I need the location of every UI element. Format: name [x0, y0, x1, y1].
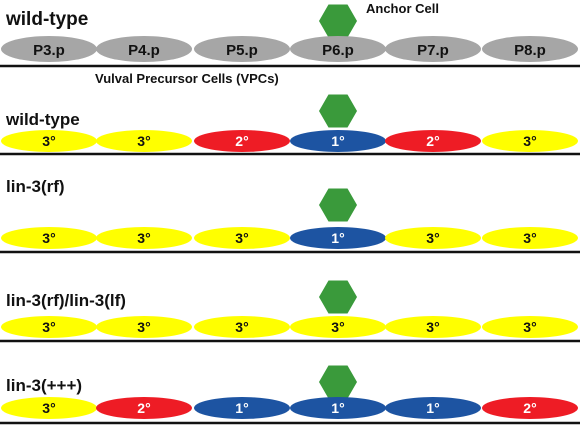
- cell-5: [385, 36, 481, 62]
- cell-4: [290, 397, 386, 419]
- cell-2: [96, 397, 192, 419]
- cell-label: 3°: [523, 133, 536, 149]
- cell-label: 3°: [42, 400, 55, 416]
- cell-label: 2°: [426, 133, 439, 149]
- cell-5: [385, 397, 481, 419]
- cell-label: 3°: [523, 230, 536, 246]
- cell-label: 1°: [331, 133, 344, 149]
- cell-4: [290, 36, 386, 62]
- cell-label: 3°: [137, 133, 150, 149]
- cell-label: 3°: [137, 319, 150, 335]
- cell-label: 1°: [426, 400, 439, 416]
- anchor-cell-icon: [319, 4, 357, 38]
- cell-5: [385, 316, 481, 338]
- anchor-cell-label: Anchor Cell: [366, 1, 439, 16]
- cell-label: 1°: [331, 230, 344, 246]
- cell-label: P3.p: [33, 42, 65, 59]
- cell-2: [96, 36, 192, 62]
- cell-6: [482, 36, 578, 62]
- cell-3: [194, 227, 290, 249]
- cell-label: P4.p: [128, 42, 160, 59]
- cell-4: [290, 130, 386, 152]
- row-4: 3° 3° 3° 3° 3° 3° lin-3(rf)/lin-3(lf): [0, 280, 580, 343]
- cell-1: [1, 130, 97, 152]
- cell-3: [194, 316, 290, 338]
- cell-6: [482, 397, 578, 419]
- anchor-cell-icon: [319, 365, 357, 399]
- anchor-cell-icon: [319, 280, 357, 314]
- row-2: 3° 3° 2° 1° 2° 3° wild-type: [0, 94, 580, 156]
- cell-6: [482, 227, 578, 249]
- row-title: wild-type: [5, 110, 80, 129]
- cell-label: 2°: [523, 400, 536, 416]
- cell-label: 3°: [523, 319, 536, 335]
- cell-2: [96, 316, 192, 338]
- row-title: wild-type: [5, 9, 88, 30]
- vpc-caption: Vulval Precursor Cells (VPCs): [95, 71, 279, 86]
- cell-label: 3°: [235, 230, 248, 246]
- cell-label: 3°: [235, 319, 248, 335]
- row-1: P3.p P4.p P5.p P6.p P7.p P8.p wild-type: [0, 4, 580, 68]
- cell-label: 3°: [42, 230, 55, 246]
- anchor-cell-icon: [319, 94, 357, 128]
- cell-label: 2°: [235, 133, 248, 149]
- cell-label: 3°: [426, 319, 439, 335]
- cell-3: [194, 36, 290, 62]
- cell-1: [1, 397, 97, 419]
- row-3: 3° 3° 3° 1° 3° 3° lin-3(rf): [0, 177, 580, 254]
- row-title: lin-3(rf): [6, 177, 65, 196]
- cell-label: 3°: [42, 133, 55, 149]
- cell-6: [482, 130, 578, 152]
- cell-5: [385, 227, 481, 249]
- cell-label: 1°: [235, 400, 248, 416]
- cell-label: P8.p: [514, 42, 546, 59]
- anchor-cell-icon: [319, 188, 357, 222]
- row-5: 3° 2° 1° 1° 1° 2° lin-3(+++): [0, 365, 580, 425]
- cell-label: 3°: [137, 230, 150, 246]
- row-title: lin-3(rf)/lin-3(lf): [6, 291, 126, 310]
- cell-label: 3°: [426, 230, 439, 246]
- cell-2: [96, 130, 192, 152]
- cell-label: 3°: [331, 319, 344, 335]
- cell-label: P6.p: [322, 42, 354, 59]
- cell-3: [194, 130, 290, 152]
- cell-4: [290, 227, 386, 249]
- cell-label: 2°: [137, 400, 150, 416]
- cell-3: [194, 397, 290, 419]
- cell-1: [1, 36, 97, 62]
- cell-label: 3°: [42, 319, 55, 335]
- cell-6: [482, 316, 578, 338]
- cell-4: [290, 316, 386, 338]
- cell-label: P7.p: [417, 42, 449, 59]
- row-title: lin-3(+++): [6, 376, 82, 395]
- cell-1: [1, 316, 97, 338]
- cell-2: [96, 227, 192, 249]
- cell-1: [1, 227, 97, 249]
- cell-5: [385, 130, 481, 152]
- cell-label: P5.p: [226, 42, 258, 59]
- cell-label: 1°: [331, 400, 344, 416]
